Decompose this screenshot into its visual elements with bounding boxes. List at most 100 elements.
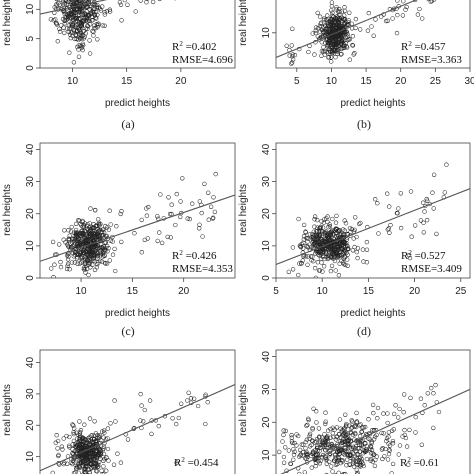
data-point bbox=[335, 449, 341, 454]
rmse-label: RMSE=3.409 bbox=[401, 263, 462, 275]
data-point bbox=[391, 411, 397, 417]
y-axis-label: real heights bbox=[2, 0, 13, 46]
data-point bbox=[313, 30, 318, 36]
data-point bbox=[95, 453, 100, 459]
data-point bbox=[320, 439, 325, 445]
data-point bbox=[283, 445, 288, 450]
data-point bbox=[197, 222, 202, 227]
data-point bbox=[83, 270, 88, 275]
y-tick-label: 10 bbox=[25, 240, 36, 252]
data-point bbox=[344, 237, 349, 242]
data-point bbox=[337, 9, 342, 14]
data-point bbox=[358, 449, 363, 454]
data-point bbox=[310, 451, 315, 457]
data-point bbox=[431, 425, 436, 431]
data-point bbox=[76, 37, 81, 43]
data-point bbox=[72, 260, 77, 265]
data-point bbox=[95, 25, 100, 30]
data-point bbox=[387, 448, 392, 453]
data-point bbox=[79, 223, 84, 228]
data-point bbox=[280, 439, 285, 444]
plot-frame bbox=[275, 142, 471, 279]
data-point bbox=[402, 427, 407, 433]
data-point bbox=[375, 405, 381, 411]
data-point bbox=[386, 226, 391, 231]
data-point bbox=[107, 258, 112, 263]
r-squared-label: R2 =0.454 bbox=[174, 456, 219, 469]
data-point bbox=[79, 439, 84, 445]
data-point bbox=[299, 260, 304, 266]
data-point bbox=[406, 253, 412, 258]
data-point bbox=[398, 225, 404, 231]
data-point bbox=[333, 473, 338, 474]
data-point bbox=[72, 15, 78, 21]
data-point bbox=[90, 262, 95, 267]
data-point bbox=[147, 398, 153, 403]
data-point bbox=[92, 2, 98, 7]
data-point bbox=[84, 266, 90, 271]
data-point bbox=[55, 39, 60, 44]
data-point bbox=[312, 217, 317, 222]
data-point bbox=[344, 463, 349, 468]
data-point bbox=[327, 38, 332, 43]
data-point bbox=[307, 431, 313, 437]
data-point bbox=[93, 438, 98, 443]
data-point bbox=[125, 437, 131, 442]
data-point bbox=[325, 37, 330, 42]
data-point bbox=[339, 46, 344, 52]
data-point bbox=[334, 425, 340, 430]
data-point bbox=[340, 432, 345, 438]
data-point bbox=[66, 11, 72, 16]
data-point bbox=[71, 423, 76, 428]
data-point bbox=[82, 267, 87, 272]
data-point bbox=[355, 246, 361, 251]
data-point bbox=[390, 441, 396, 446]
y-axis-label: real heights bbox=[238, 384, 249, 436]
data-point bbox=[375, 201, 380, 206]
data-point bbox=[91, 464, 96, 469]
caption-a: (a) bbox=[121, 117, 134, 131]
data-point bbox=[83, 12, 89, 17]
data-point bbox=[300, 258, 305, 263]
data-point bbox=[95, 37, 100, 42]
data-point bbox=[81, 265, 87, 270]
data-point bbox=[333, 48, 338, 53]
data-point bbox=[91, 29, 96, 35]
data-point bbox=[73, 227, 79, 233]
data-point bbox=[90, 29, 95, 34]
data-point bbox=[66, 254, 71, 259]
data-point bbox=[73, 470, 78, 474]
data-point bbox=[401, 410, 406, 415]
data-point bbox=[79, 22, 84, 27]
data-point bbox=[144, 0, 149, 5]
data-point bbox=[353, 424, 359, 430]
data-point bbox=[336, 22, 341, 27]
data-point bbox=[286, 448, 292, 453]
data-point bbox=[168, 235, 173, 240]
data-point bbox=[67, 434, 72, 440]
data-point bbox=[365, 28, 371, 33]
data-point bbox=[84, 9, 89, 14]
data-point bbox=[334, 47, 339, 53]
data-point bbox=[415, 12, 421, 17]
data-point bbox=[58, 259, 63, 265]
data-point bbox=[79, 0, 85, 4]
data-point bbox=[334, 230, 339, 235]
data-point bbox=[88, 460, 93, 465]
data-point bbox=[277, 449, 282, 455]
data-point bbox=[56, 1, 61, 6]
data-point bbox=[335, 39, 340, 44]
data-point bbox=[79, 446, 84, 451]
data-point bbox=[87, 0, 92, 2]
data-point bbox=[369, 447, 375, 453]
data-point bbox=[82, 422, 87, 427]
y-tick-label: 0 bbox=[261, 275, 272, 281]
data-point bbox=[180, 176, 185, 181]
data-point bbox=[355, 255, 360, 261]
data-point bbox=[431, 172, 437, 177]
data-point bbox=[316, 268, 322, 273]
data-point bbox=[77, 429, 83, 435]
data-point bbox=[344, 457, 350, 462]
regression-line bbox=[276, 0, 418, 58]
data-point bbox=[87, 51, 93, 56]
